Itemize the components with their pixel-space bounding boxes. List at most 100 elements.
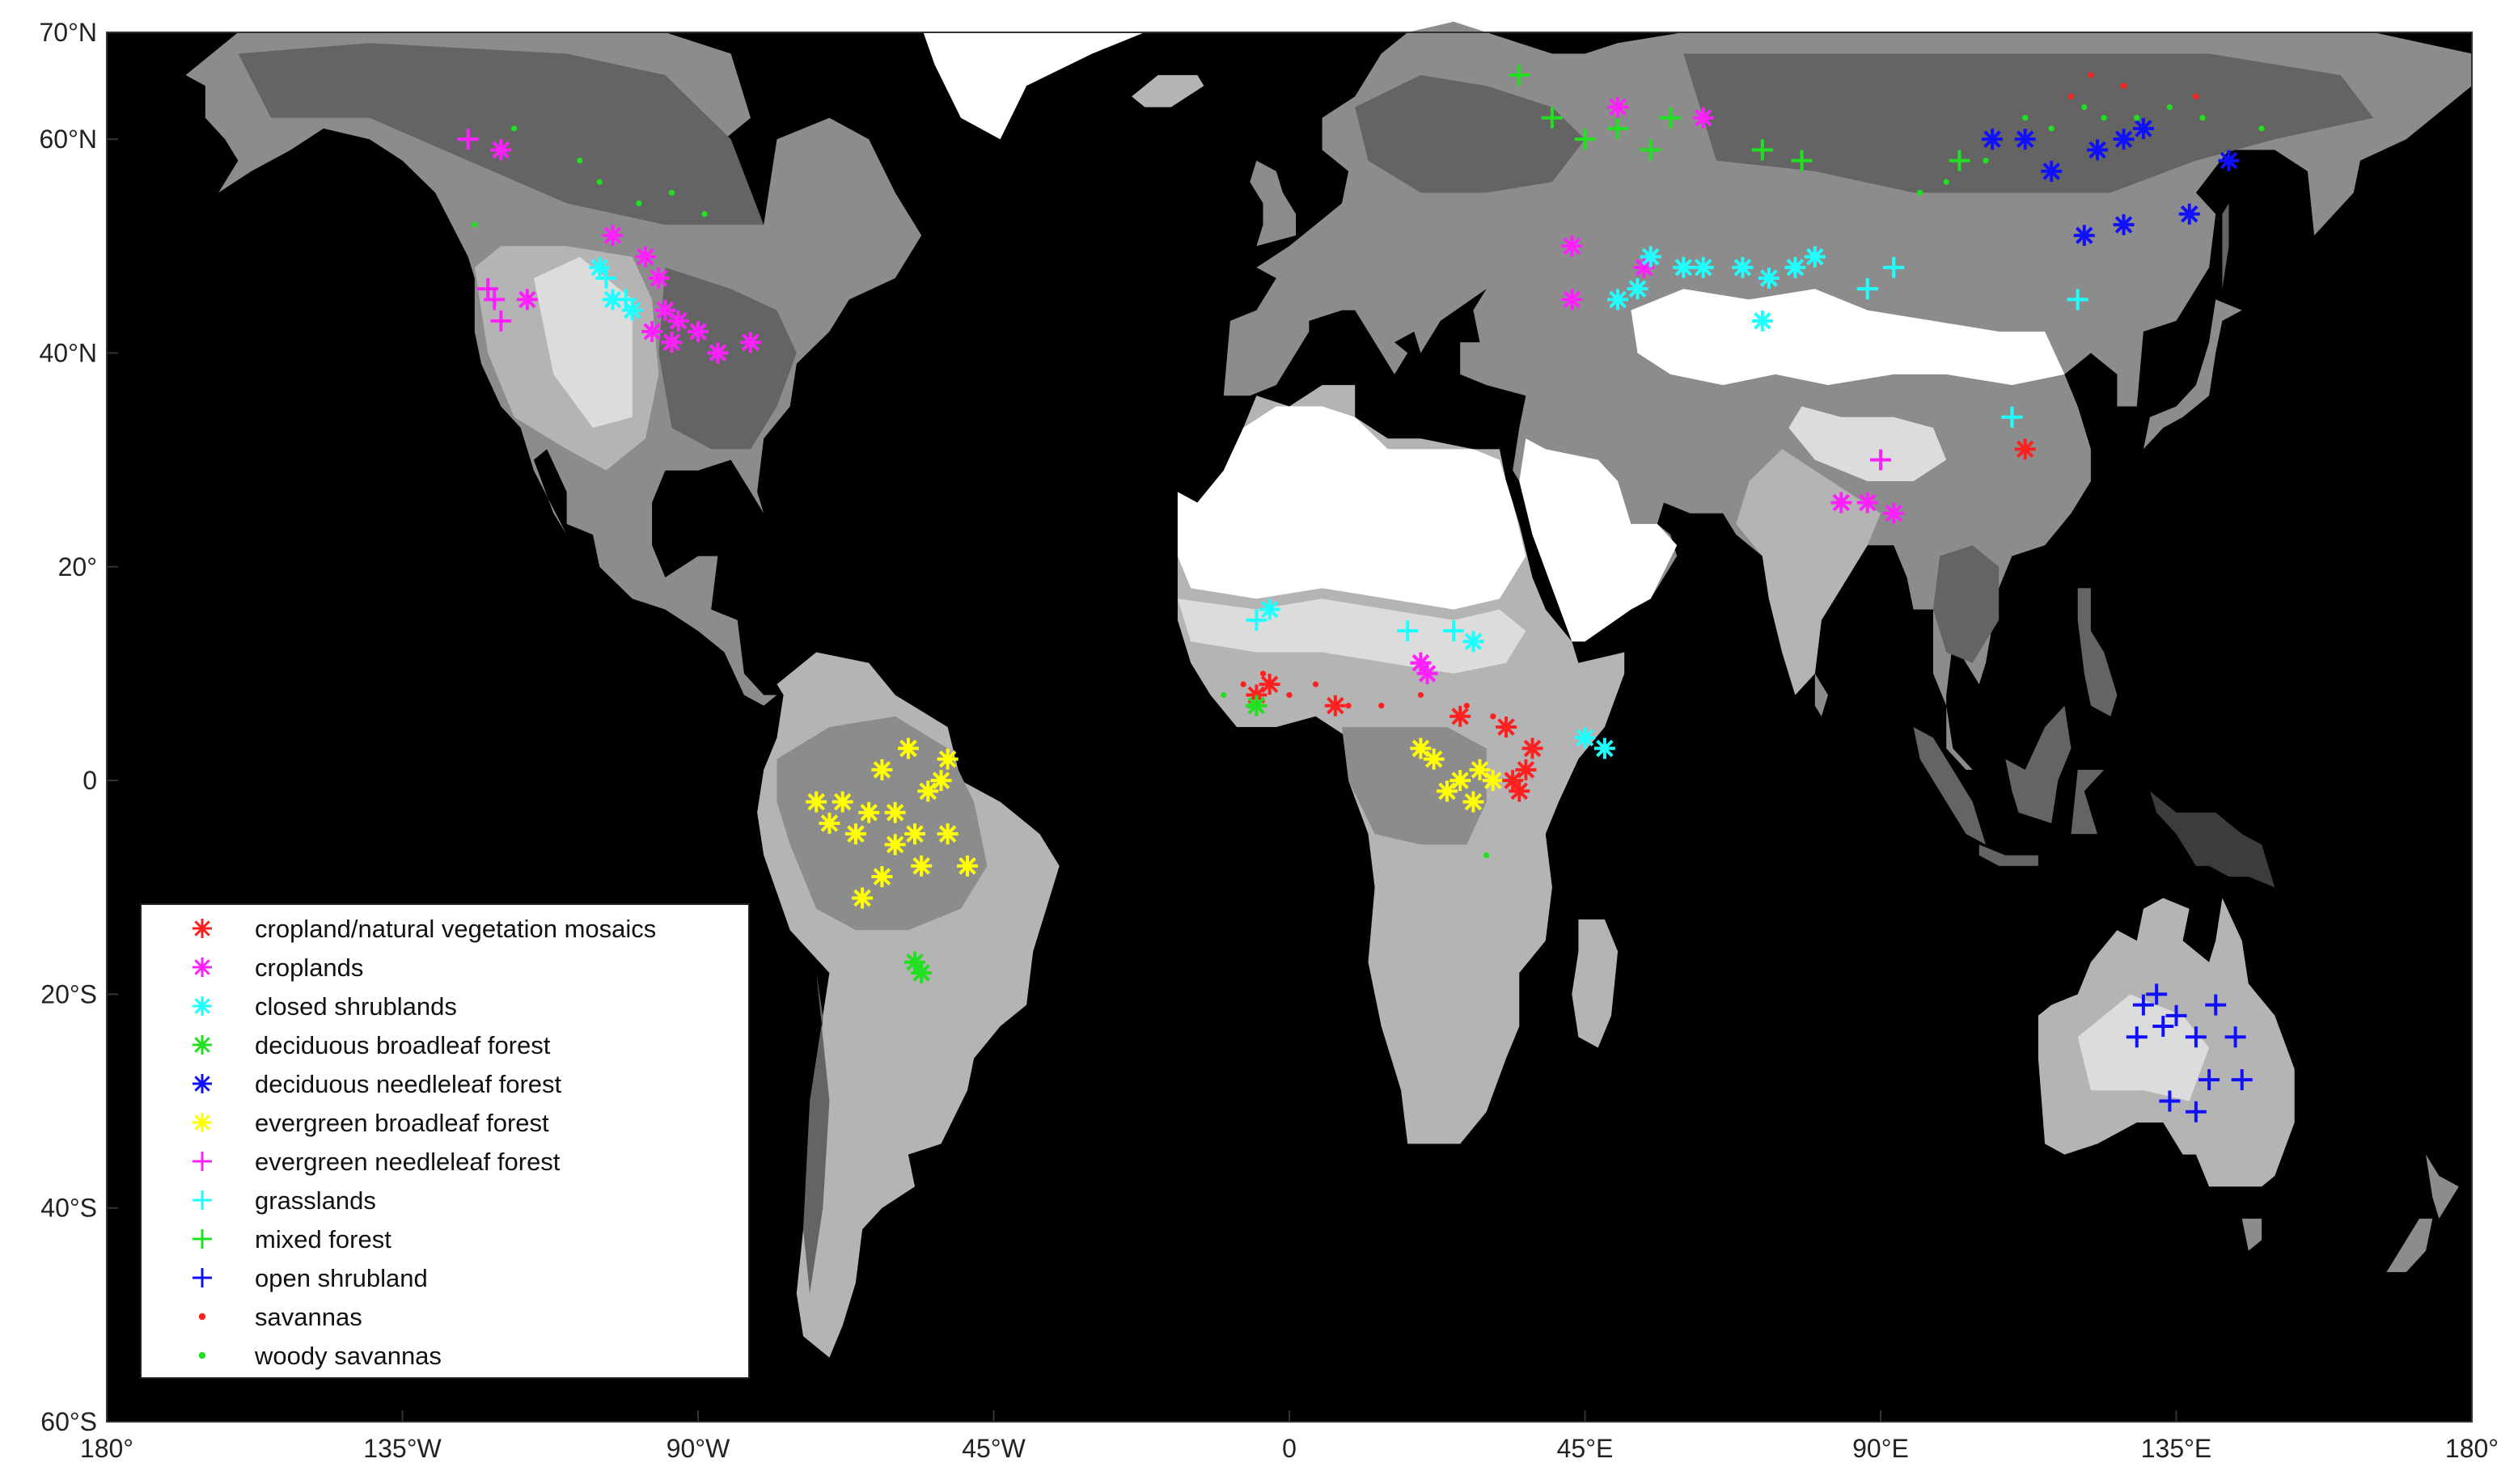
legend-marker-dot <box>198 1313 206 1321</box>
site-marker-evergreen-broadleaf-forest <box>911 855 933 877</box>
site-marker-deciduous-needleleaf-forest <box>2132 117 2154 139</box>
site-marker-closed-shrublands <box>1784 256 1806 278</box>
site-marker-open-shrubland <box>2198 1069 2220 1091</box>
site-marker-open-shrubland <box>2146 983 2168 1005</box>
site-marker-grasslands <box>1443 620 1465 642</box>
site-marker-mixed-forest <box>1640 139 1661 161</box>
greenland <box>912 0 1158 140</box>
site-marker-croplands <box>661 332 683 353</box>
y-tick-label: 20°S <box>40 979 97 1008</box>
legend-item: mixed forest <box>193 1225 391 1254</box>
congo-basin <box>1342 727 1487 845</box>
site-marker-mixed-forest <box>1949 150 1970 171</box>
site-marker-evergreen-broadleaf-forest <box>897 738 919 759</box>
site-marker-deciduous-needleleaf-forest <box>2218 150 2240 171</box>
site-marker-evergreen-broadleaf-forest <box>1462 791 1484 813</box>
site-marker-savannas <box>2067 93 2075 99</box>
legend-label: savannas <box>255 1303 362 1331</box>
legend-marker-asterisk <box>193 1035 212 1055</box>
site-marker-woody-savannas <box>2258 125 2265 132</box>
site-marker-croplands <box>688 321 709 343</box>
site-marker-closed-shrublands <box>1732 256 1754 278</box>
site-marker-open-shrubland <box>2231 1069 2253 1091</box>
site-marker-evergreen-broadleaf-forest <box>937 823 959 845</box>
site-marker-woody-savannas <box>1483 852 1490 859</box>
site-marker-closed-shrublands <box>1462 631 1484 653</box>
site-marker-evergreen-broadleaf-forest <box>844 823 866 845</box>
legend-label: open shrubland <box>255 1264 428 1292</box>
site-marker-evergreen-broadleaf-forest <box>871 866 893 888</box>
site-marker-croplands <box>1692 107 1714 129</box>
site-marker-cropland-natural-vegetation-mosaics <box>1521 738 1543 759</box>
site-marker-open-shrubland <box>2185 1101 2207 1123</box>
map-frame <box>106 0 2473 1423</box>
amazon-basin <box>777 716 988 931</box>
site-marker-woody-savannas <box>2081 104 2088 111</box>
site-marker-grasslands <box>1397 620 1419 642</box>
site-marker-woody-savannas <box>1246 702 1253 709</box>
site-marker-closed-shrublands <box>1758 267 1780 289</box>
site-marker-evergreen-broadleaf-forest <box>1410 738 1432 759</box>
legend-item: deciduous broadleaf forest <box>193 1031 551 1059</box>
x-tick-label: 180° <box>2445 1434 2499 1463</box>
site-marker-savannas <box>1345 702 1352 709</box>
legend-marker-plus <box>193 1190 212 1210</box>
se-asia <box>1933 545 2000 663</box>
philippines <box>2077 588 2118 717</box>
site-marker-croplands <box>1561 289 1583 311</box>
x-tick-label: 45°E <box>1557 1434 1614 1463</box>
site-marker-woody-savannas <box>1917 189 1923 196</box>
borneo <box>2005 705 2072 823</box>
site-marker-croplands <box>667 310 689 332</box>
site-marker-croplands <box>707 342 729 364</box>
site-marker-woody-savannas <box>596 179 603 185</box>
andes-dark <box>803 973 830 1294</box>
site-marker-cropland-natural-vegetation-mosaics <box>1449 705 1471 727</box>
x-tick-label: 90°W <box>667 1434 730 1463</box>
legend-marker-dot <box>198 1351 206 1359</box>
sahara <box>1177 406 1526 610</box>
site-marker-grasslands <box>2067 289 2088 311</box>
site-marker-closed-shrublands <box>1593 738 1615 759</box>
site-marker-savannas <box>1259 670 1267 677</box>
legend-label: evergreen broadleaf forest <box>255 1109 549 1137</box>
legend-item: evergreen needleleaf forest <box>193 1148 561 1176</box>
y-tick-label: 0 <box>83 766 97 795</box>
legend: cropland/natural vegetation mosaics cropl… <box>140 903 750 1379</box>
site-marker-evergreen-needleleaf-forest <box>484 289 506 311</box>
legend-marker-plus <box>193 1152 212 1171</box>
site-marker-croplands <box>1416 662 1438 684</box>
x-tick-label: 135°E <box>2141 1434 2212 1463</box>
site-marker-croplands <box>635 246 657 268</box>
legend-marker-asterisk <box>193 1113 212 1132</box>
arabia <box>1519 438 1678 642</box>
site-marker-savannas <box>1312 681 1319 687</box>
site-marker-cropland-natural-vegetation-mosaics <box>1496 717 1517 738</box>
legend-marker-plus <box>193 1229 212 1249</box>
site-marker-mixed-forest <box>1607 117 1629 139</box>
site-marker-open-shrubland <box>2165 1004 2187 1026</box>
site-marker-closed-shrublands <box>1640 246 1661 268</box>
legend-box <box>140 903 750 1379</box>
site-marker-open-shrubland <box>2132 994 2154 1016</box>
site-marker-woody-savannas <box>577 157 583 164</box>
y-tick-label: 70°N <box>40 18 98 47</box>
site-marker-open-shrubland <box>2205 994 2227 1016</box>
na-boreal <box>238 43 764 225</box>
site-marker-open-shrubland <box>2185 1026 2207 1048</box>
new-zealand-south <box>2386 1218 2433 1272</box>
legend-label: evergreen needleleaf forest <box>255 1148 561 1176</box>
legend-label: closed shrublands <box>255 992 457 1021</box>
site-marker-evergreen-broadleaf-forest <box>806 791 827 813</box>
legend-label: woody savannas <box>254 1342 442 1370</box>
site-marker-evergreen-broadleaf-forest <box>884 801 906 823</box>
siberia-dark <box>1683 53 2374 193</box>
site-marker-evergreen-broadleaf-forest <box>917 780 939 802</box>
legend-marker-asterisk <box>193 1074 212 1093</box>
x-tick-label: 90°E <box>1852 1434 1909 1463</box>
site-marker-closed-shrublands <box>1607 289 1629 311</box>
site-marker-croplands <box>654 299 676 321</box>
site-marker-mixed-forest <box>1574 129 1596 150</box>
sumatra <box>1913 727 1986 845</box>
